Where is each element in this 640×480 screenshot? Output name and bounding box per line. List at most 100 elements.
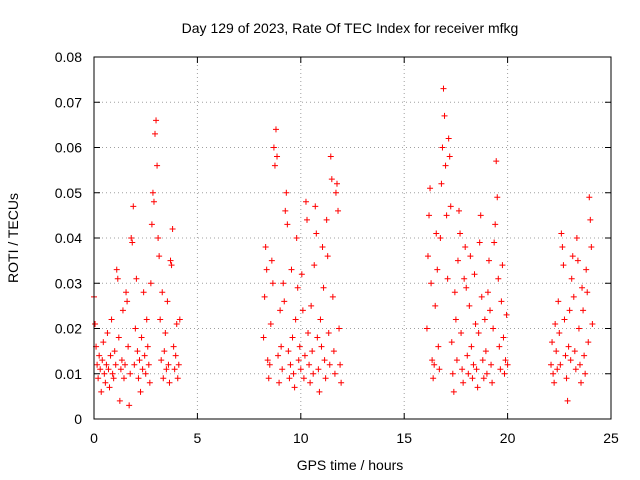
data-point (125, 343, 132, 350)
data-point (548, 361, 555, 368)
data-point (427, 185, 434, 192)
data-point (565, 343, 572, 350)
data-point (288, 266, 295, 273)
data-point (154, 162, 161, 169)
data-point (554, 366, 561, 373)
data-point (116, 397, 123, 404)
data-point (574, 257, 581, 264)
data-point (312, 203, 319, 210)
data-point (444, 275, 451, 282)
data-point (431, 361, 438, 368)
data-point (572, 366, 579, 373)
data-point (449, 370, 456, 377)
data-point (283, 189, 290, 196)
data-point (147, 280, 154, 287)
data-point (279, 366, 286, 373)
data-point (426, 212, 433, 219)
data-point (291, 384, 298, 391)
data-point (167, 257, 174, 264)
data-point (494, 194, 501, 201)
data-point (269, 280, 276, 287)
data-points (91, 85, 596, 409)
data-point (94, 361, 101, 368)
y-tick-label: 0.03 (55, 275, 82, 291)
data-point (163, 366, 170, 373)
data-point (278, 343, 285, 350)
data-point (311, 262, 318, 269)
data-point (337, 361, 344, 368)
data-point (559, 244, 566, 251)
data-point (166, 379, 173, 386)
data-point (169, 225, 176, 232)
data-point (136, 357, 143, 364)
data-point (128, 235, 135, 241)
data-point (97, 366, 104, 373)
y-tick-label: 0.04 (55, 230, 82, 246)
data-point (138, 334, 145, 341)
data-point (503, 311, 510, 318)
data-point (165, 361, 172, 368)
data-point (277, 307, 284, 314)
data-point (306, 361, 313, 368)
data-point (126, 402, 133, 409)
data-point (452, 316, 459, 323)
data-point (465, 370, 472, 377)
x-axis-label: GPS time / hours (297, 457, 404, 473)
data-point (290, 370, 297, 377)
data-point (446, 153, 453, 160)
data-point (493, 158, 500, 165)
data-point (438, 180, 445, 187)
plot-frame (93, 56, 612, 420)
data-point (307, 379, 314, 386)
y-tick-label: 0.01 (55, 366, 82, 382)
data-point (432, 302, 439, 309)
data-point (119, 307, 126, 314)
data-point (143, 316, 150, 323)
data-point (310, 370, 317, 377)
data-point (263, 266, 270, 273)
data-point (439, 144, 446, 151)
data-point (150, 198, 157, 205)
data-point (336, 325, 343, 332)
data-point (170, 343, 177, 350)
data-point (470, 361, 477, 368)
data-point (159, 289, 166, 296)
data-point (176, 316, 183, 323)
data-point (268, 257, 275, 264)
data-point (568, 275, 575, 282)
data-point (107, 352, 114, 359)
x-tick-label: 5 (194, 430, 202, 446)
data-point (502, 357, 509, 364)
data-point (580, 307, 587, 314)
data-point (588, 244, 595, 251)
data-point (140, 289, 147, 296)
data-point (309, 348, 316, 355)
data-point (480, 375, 487, 382)
data-point (437, 235, 444, 241)
data-point (430, 375, 437, 382)
data-point (284, 221, 291, 228)
data-point (133, 275, 140, 282)
data-point (157, 316, 164, 323)
data-point (318, 343, 325, 350)
data-point (300, 375, 307, 382)
data-point (338, 379, 345, 386)
data-point (103, 361, 110, 368)
data-point (550, 370, 557, 377)
data-point (173, 320, 180, 327)
data-point (582, 370, 589, 377)
y-tick-label: 0.02 (55, 321, 82, 337)
data-point (108, 316, 115, 323)
data-point (315, 366, 322, 373)
data-point (473, 366, 480, 373)
data-point (468, 343, 475, 350)
data-point (459, 366, 466, 373)
data-point (297, 366, 304, 373)
data-point (578, 379, 585, 386)
data-point (567, 357, 574, 364)
data-point (504, 361, 511, 368)
data-point (571, 348, 578, 355)
data-point (472, 320, 479, 327)
data-point (113, 266, 120, 273)
data-point (478, 293, 485, 300)
